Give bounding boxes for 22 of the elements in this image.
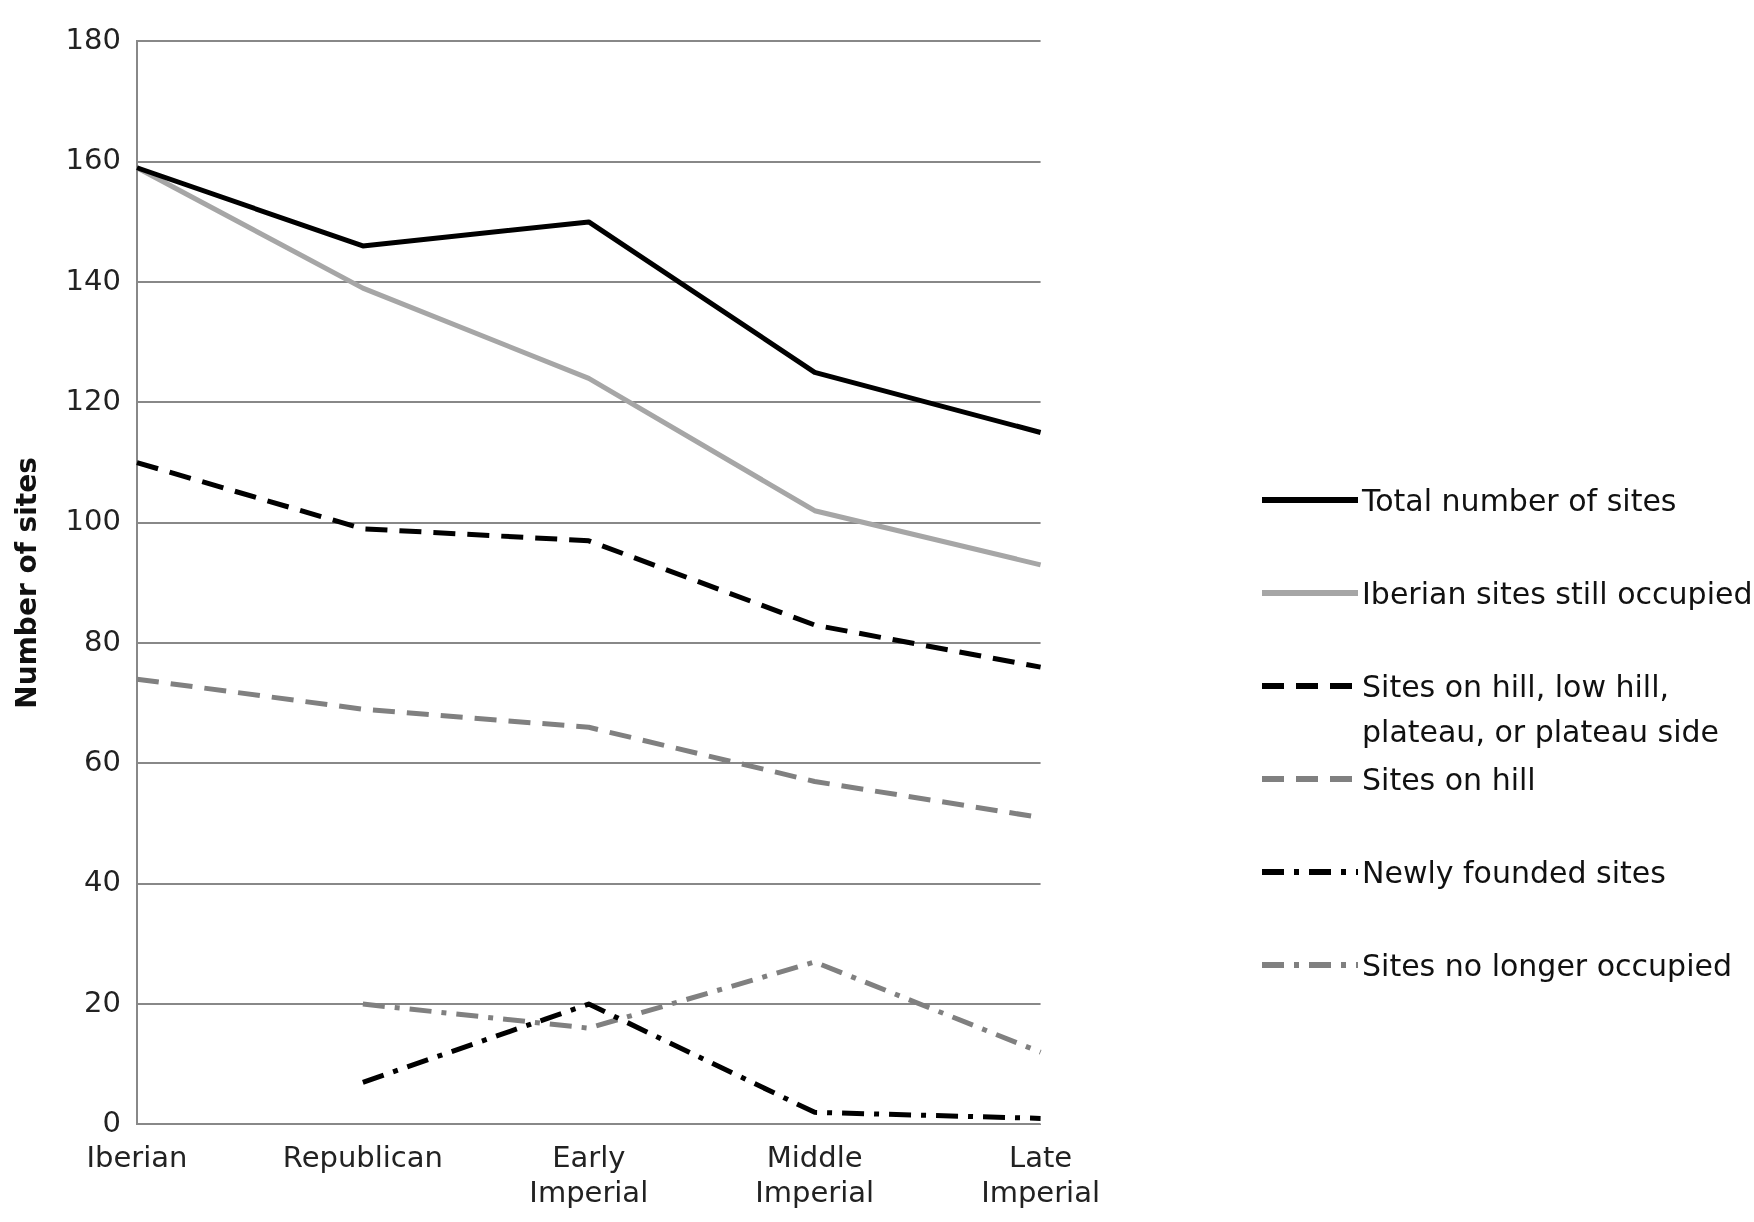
legend-label: Sites no longer occupied (1362, 947, 1732, 985)
y-tick-label: 100 (65, 503, 121, 538)
x-tick-label: Republican (282, 1140, 443, 1175)
legend-label: Sites on hill, low hill, plateau, or plateau side (1362, 668, 1721, 751)
y-axis-title: Number of sites (10, 457, 44, 709)
y-tick-label: 40 (84, 864, 121, 899)
y-tick-label: 160 (65, 142, 121, 177)
x-tick-label: Late Imperial (981, 1140, 1101, 1210)
y-tick-label: 80 (84, 623, 121, 658)
legend-label: Iberian sites still occupied (1362, 575, 1753, 613)
y-tick-label: 140 (65, 262, 121, 297)
legend-label: Sites on hill (1362, 761, 1536, 799)
legend-label: Total number of sites (1362, 482, 1677, 520)
legend-label: Newly founded sites (1362, 854, 1666, 892)
y-tick-label: 20 (84, 984, 121, 1019)
y-tick-label: 120 (65, 382, 121, 417)
x-tick-label: Early Imperial (529, 1140, 649, 1210)
x-tick-label: Middle Imperial (755, 1140, 875, 1210)
x-tick-label: Iberian (86, 1140, 188, 1175)
y-tick-label: 0 (102, 1104, 121, 1139)
y-tick-label: 180 (65, 21, 121, 56)
y-tick-label: 60 (84, 743, 121, 778)
